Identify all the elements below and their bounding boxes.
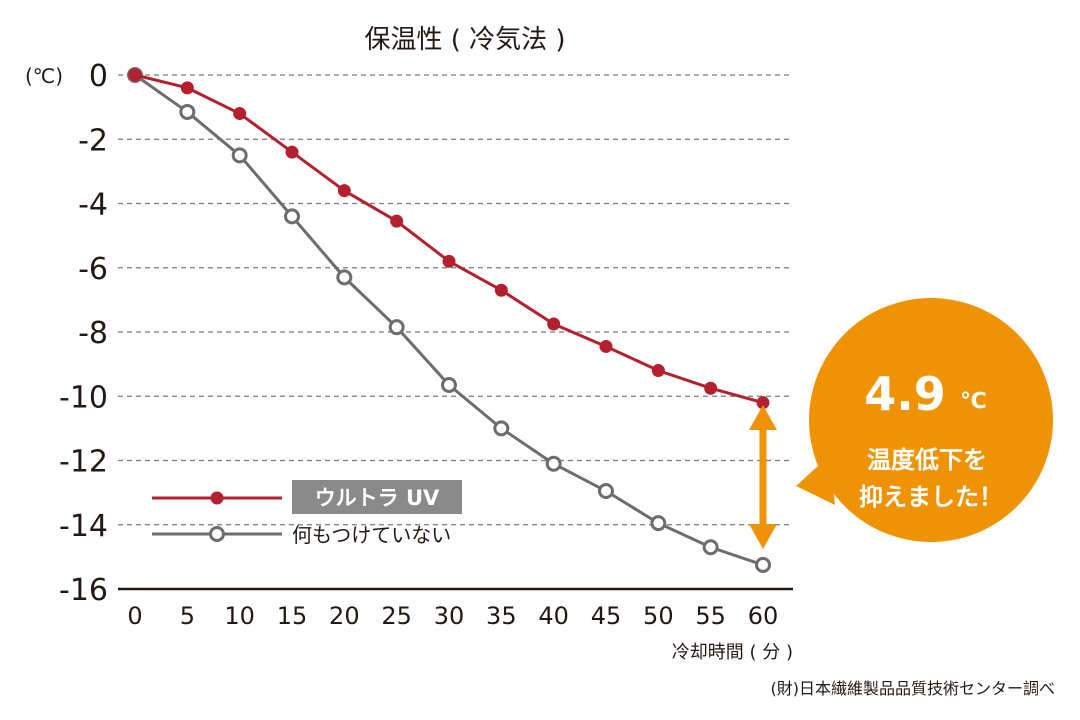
legend: ウルトラ UV 何もつけていない: [152, 480, 462, 547]
x-tick-label: 55: [695, 602, 726, 630]
source-note: (財)日本繊維製品品質技術センター調べ: [771, 679, 1056, 698]
legend-label-box: [292, 480, 462, 514]
x-tick-label: 5: [180, 602, 195, 630]
y-tick-label: -10: [59, 380, 108, 415]
x-tick-label: 45: [591, 602, 622, 630]
series-1-point: [545, 455, 562, 472]
y-tick-label: -6: [78, 252, 108, 287]
series-0-point: [128, 68, 142, 82]
series-0-point: [494, 283, 508, 297]
series-0-point: [651, 364, 665, 378]
x-tick-label: 40: [538, 602, 569, 630]
x-tick-label: 0: [127, 602, 142, 630]
y-tick-label: -12: [59, 445, 108, 480]
legend-label-ultra-uv: ウルトラ UV: [315, 486, 440, 510]
callout-circle: [809, 298, 1053, 542]
series-line-0: [134, 73, 764, 405]
series-0-point: [442, 254, 456, 268]
series-1-point: [388, 319, 405, 336]
x-tick-label: 20: [329, 602, 360, 630]
x-tick-label: 60: [748, 602, 779, 630]
series-0-point: [547, 317, 561, 331]
series-1-point: [598, 483, 614, 500]
series-0-point: [285, 145, 299, 159]
x-tick-label: 30: [434, 602, 465, 630]
chart-title: 保温性 ( 冷気法 ): [364, 25, 565, 55]
y-tick-labels: 0 -2 -4 -6 -8 -10 -12 -14 -16: [59, 59, 108, 608]
series-1-point: [755, 556, 771, 573]
series-1-point: [650, 515, 667, 532]
y-tick-label: -16: [59, 573, 108, 608]
y-unit-label: (℃): [25, 64, 63, 88]
x-tick-label: 15: [277, 602, 308, 630]
series-layer: [127, 67, 771, 573]
difference-arrow-head-up: [749, 405, 777, 430]
y-tick-label: -8: [78, 316, 108, 351]
x-tick-labels: 0 5 10 15 20 25 30 35 40 45 50 55 60: [127, 602, 778, 630]
y-tick-label: -4: [78, 188, 108, 223]
x-tick-label: 10: [224, 602, 255, 630]
series-0-point: [704, 381, 718, 395]
callout-line-2: 抑えました！: [859, 483, 1003, 511]
legend-marker-ultra-uv: [210, 491, 224, 505]
series-0-point: [233, 107, 247, 121]
y-tick-label: -14: [59, 509, 108, 544]
x-tick-label: 50: [643, 602, 674, 630]
callout-value: 4.9: [864, 367, 946, 421]
grid-layer: [118, 74, 793, 526]
series-1-point: [284, 208, 300, 225]
difference-arrow: [749, 405, 777, 549]
y-tick-label: -2: [78, 123, 108, 158]
series-0-point: [180, 81, 194, 95]
x-axis-label: 冷却時間 ( 分 ): [672, 642, 793, 663]
series-1-point: [702, 539, 719, 556]
series-0-point: [390, 214, 404, 228]
y-tick-label: 0: [89, 59, 108, 94]
series-1-point: [336, 269, 353, 286]
series-1-point: [493, 420, 510, 437]
series-0-point: [599, 339, 613, 353]
series-1-point: [231, 147, 248, 164]
x-tick-label: 25: [381, 602, 412, 630]
callout-bubble: 4.9 ℃ 温度低下を 抑えました！: [796, 298, 1053, 542]
callout-line-1: 温度低下を: [867, 446, 987, 474]
x-tick-label: 35: [486, 602, 517, 630]
difference-arrow-head-down: [749, 524, 777, 549]
legend-label-none: 何もつけていない: [292, 523, 451, 547]
series-1-point: [179, 103, 196, 120]
series-1-point: [441, 377, 457, 394]
legend-marker-none: [209, 526, 225, 542]
series-0-point: [337, 184, 351, 198]
callout-unit: ℃: [960, 389, 987, 414]
